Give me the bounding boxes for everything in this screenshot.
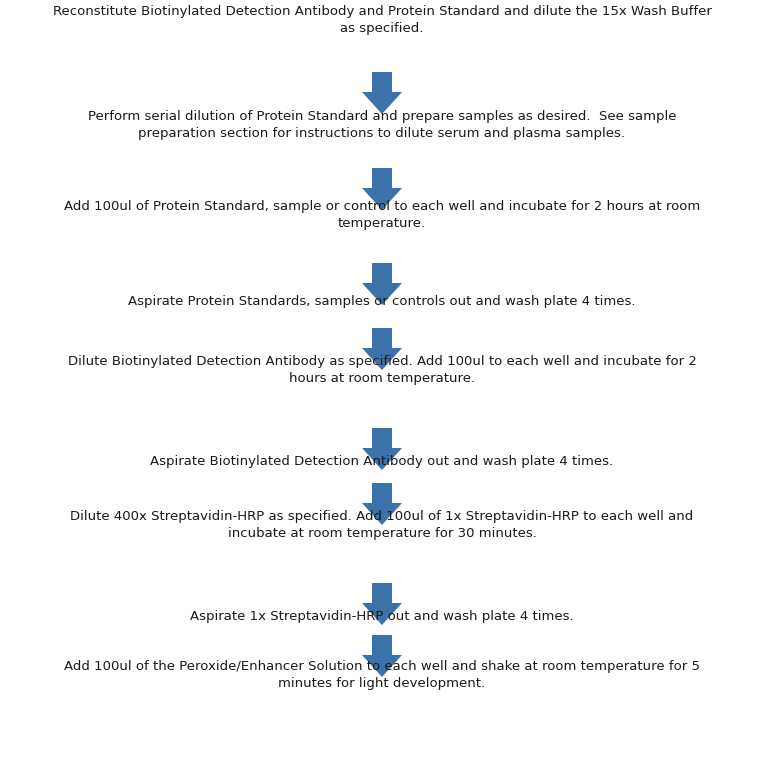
Polygon shape xyxy=(362,263,402,305)
Text: Add 100ul of Protein Standard, sample or control to each well and incubate for 2: Add 100ul of Protein Standard, sample or… xyxy=(64,200,700,230)
Text: Aspirate 1x Streptavidin-HRP out and wash plate 4 times.: Aspirate 1x Streptavidin-HRP out and was… xyxy=(190,610,574,623)
Polygon shape xyxy=(362,168,402,210)
Text: Aspirate Biotinylated Detection Antibody out and wash plate 4 times.: Aspirate Biotinylated Detection Antibody… xyxy=(151,455,613,468)
Text: Aspirate Protein Standards, samples or controls out and wash plate 4 times.: Aspirate Protein Standards, samples or c… xyxy=(128,295,636,308)
Text: Dilute 400x Streptavidin-HRP as specified. Add 100ul of 1x Streptavidin-HRP to e: Dilute 400x Streptavidin-HRP as specifie… xyxy=(70,510,694,540)
Text: Perform serial dilution of Protein Standard and prepare samples as desired.  See: Perform serial dilution of Protein Stand… xyxy=(88,110,676,140)
Text: Reconstitute Biotinylated Detection Antibody and Protein Standard and dilute the: Reconstitute Biotinylated Detection Anti… xyxy=(53,5,711,35)
Polygon shape xyxy=(362,483,402,525)
Polygon shape xyxy=(362,428,402,470)
Polygon shape xyxy=(362,635,402,677)
Polygon shape xyxy=(362,328,402,370)
Text: Add 100ul of the Peroxide/Enhancer Solution to each well and shake at room tempe: Add 100ul of the Peroxide/Enhancer Solut… xyxy=(64,660,700,690)
Polygon shape xyxy=(362,583,402,625)
Text: Dilute Biotinylated Detection Antibody as specified. Add 100ul to each well and : Dilute Biotinylated Detection Antibody a… xyxy=(67,355,697,385)
Polygon shape xyxy=(362,72,402,114)
